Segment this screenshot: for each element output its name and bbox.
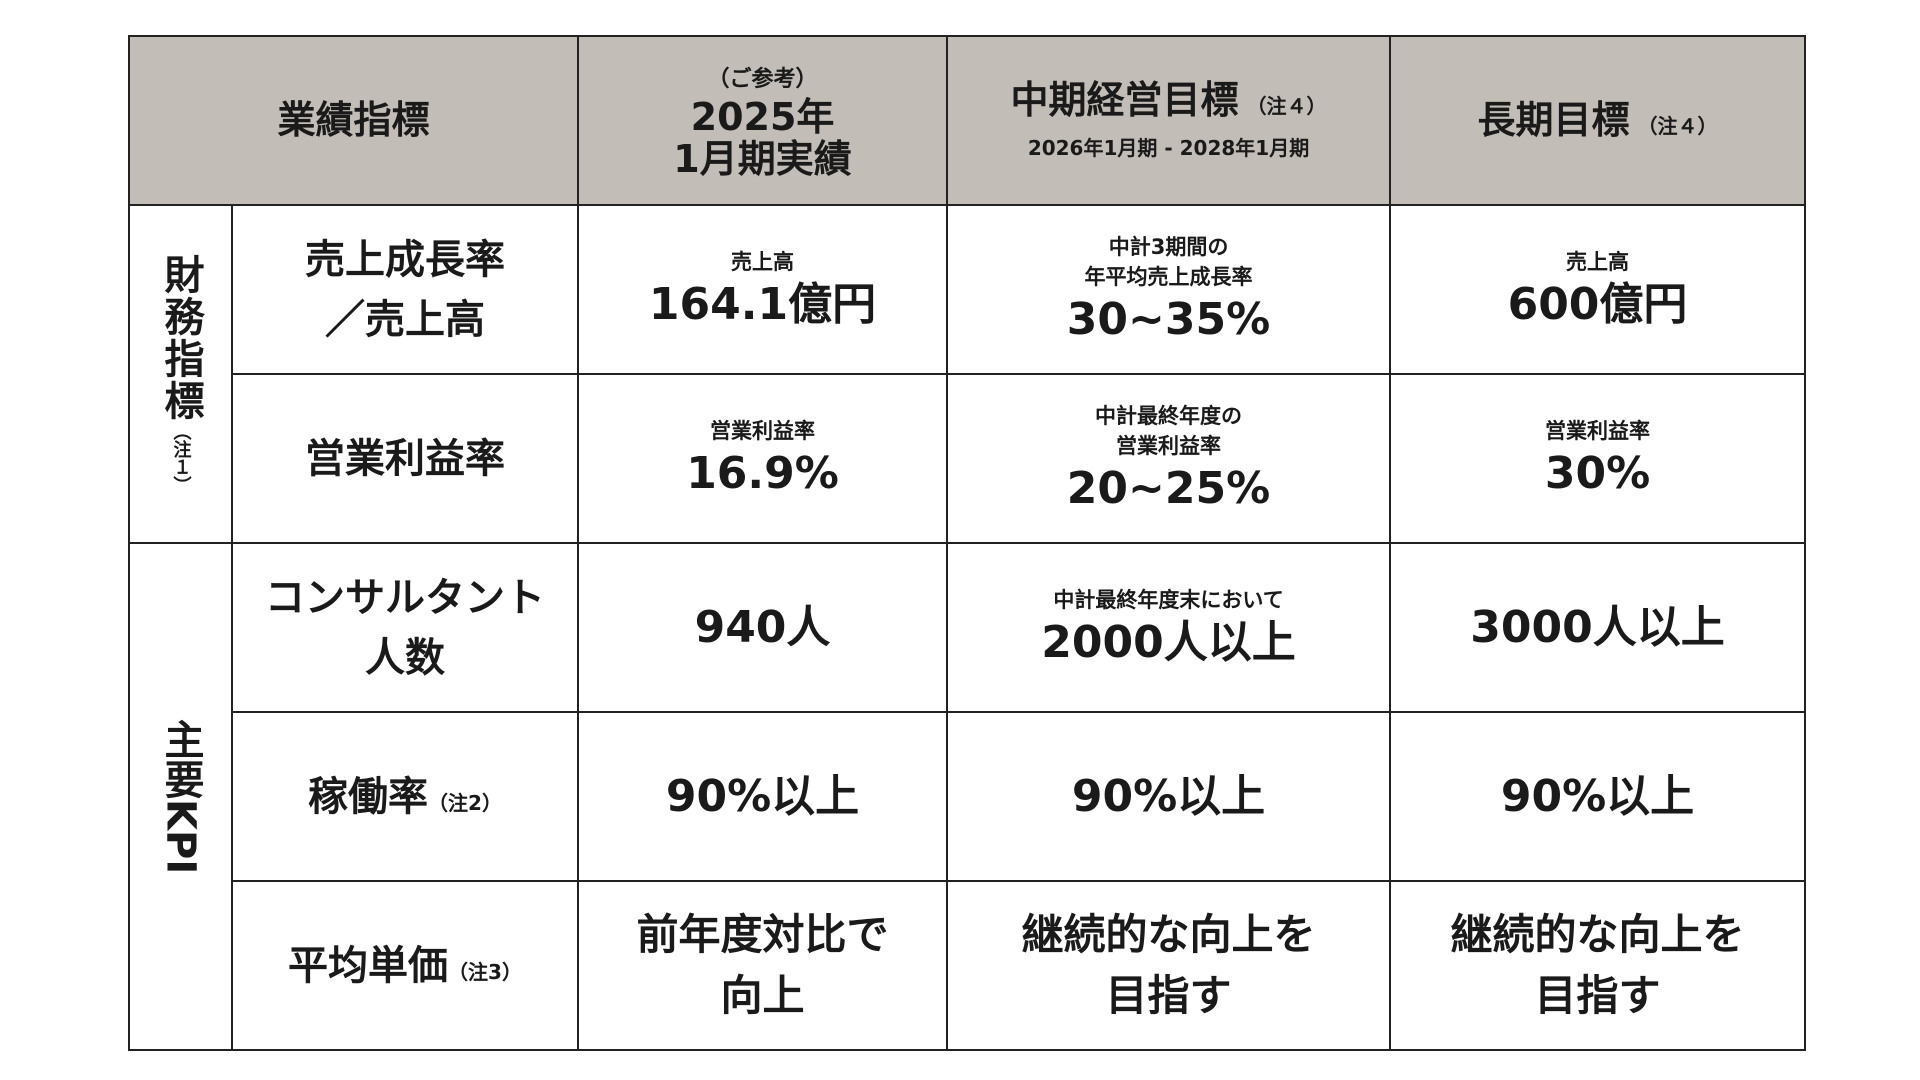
table-row-margin: 営業利益率 営業利益率 16.9% 中計最終年度の 営業利益率 20~25% 営… bbox=[129, 373, 1807, 544]
header-metric-label: 業績指標 bbox=[277, 97, 430, 142]
cell-consultants-mid: 中計最終年度末において 2000人以上 bbox=[946, 542, 1392, 713]
sales-mid-value: 30~35% bbox=[1066, 294, 1271, 346]
cell-margin-long: 営業利益率 30% bbox=[1389, 373, 1807, 544]
margin-long-value: 30% bbox=[1544, 448, 1651, 500]
group-financial: 財務指標（注１） bbox=[128, 204, 233, 544]
sales-mid-label-1: 中計3期間の bbox=[1108, 234, 1229, 259]
cell-margin-actual: 営業利益率 16.9% bbox=[577, 373, 949, 544]
cell-consultants-actual: 940人 bbox=[577, 542, 949, 713]
sales-long-value: 600億円 bbox=[1507, 279, 1688, 331]
cell-sales-actual: 売上高 164.1億円 bbox=[577, 204, 949, 375]
metric-utilization-note: （注2） bbox=[428, 790, 502, 815]
kpi-table: 業績指標 （ご参考） 2025年 1月期実績 中期経営目標 （注４） 2026年1… bbox=[127, 35, 1807, 1051]
utilization-actual-value: 90%以上 bbox=[665, 770, 860, 822]
metric-margin-label: 営業利益率 bbox=[305, 435, 505, 482]
consultants-mid-label: 中計最終年度末において bbox=[1053, 587, 1284, 612]
metric-unit-price-label: 平均単価 bbox=[288, 942, 449, 989]
cell-utilization-long: 90%以上 bbox=[1389, 711, 1807, 882]
metric-utilization: 稼働率（注2） bbox=[230, 711, 580, 882]
metric-sales: 売上成長率 ／売上高 bbox=[230, 204, 580, 375]
metric-consultants-line1: コンサルタント bbox=[265, 574, 545, 621]
margin-actual-label: 営業利益率 bbox=[710, 418, 816, 443]
sales-long-label: 売上高 bbox=[1566, 249, 1630, 274]
unit-price-long-line2: 目指す bbox=[1534, 970, 1661, 1020]
cell-utilization-actual: 90%以上 bbox=[577, 711, 949, 882]
unit-price-long-line1: 継続的な向上を bbox=[1450, 909, 1745, 959]
table-row-sales: 財務指標（注１） 売上成長率 ／売上高 売上高 164.1億円 中計3期間の 年… bbox=[128, 204, 1807, 544]
margin-long-label: 営業利益率 bbox=[1545, 418, 1651, 443]
metric-utilization-label: 稼働率 bbox=[308, 773, 429, 820]
cell-unit-price-actual: 前年度対比で 向上 bbox=[577, 880, 949, 1051]
cell-unit-price-long: 継続的な向上を 目指す bbox=[1389, 880, 1807, 1051]
metric-unit-price-note: （注3） bbox=[448, 959, 522, 984]
cell-utilization-mid: 90%以上 bbox=[946, 711, 1392, 882]
sales-mid-label-2: 年平均売上成長率 bbox=[1084, 265, 1253, 289]
cell-sales-long: 売上高 600億円 bbox=[1389, 204, 1807, 375]
header-actual: （ご参考） 2025年 1月期実績 bbox=[577, 35, 949, 206]
group-kpi-label: 主要KPI bbox=[157, 718, 204, 875]
group-financial-note: （注１） bbox=[170, 422, 192, 494]
consultants-actual-value: 940人 bbox=[694, 601, 831, 653]
header-long-title: 長期目標 bbox=[1477, 97, 1630, 142]
group-kpi: 主要KPI bbox=[128, 542, 233, 1051]
unit-price-mid-line2: 目指す bbox=[1105, 970, 1232, 1020]
header-actual-pre: （ご参考） bbox=[707, 66, 818, 92]
header-metric: 業績指標 bbox=[127, 35, 580, 206]
header-mid: 中期経営目標 （注４） 2026年1月期 - 2028年1月期 bbox=[946, 35, 1392, 206]
header-actual-line1: 2025年 bbox=[690, 94, 835, 139]
group-financial-label: 財務指標 bbox=[157, 254, 204, 422]
table-row-unit-price: 平均単価（注3） 前年度対比で 向上 継続的な向上を 目指す 継続的な向上を 目… bbox=[129, 880, 1807, 1051]
unit-price-actual-line2: 向上 bbox=[720, 970, 805, 1020]
sales-actual-value: 164.1億円 bbox=[648, 279, 877, 331]
cell-unit-price-mid: 継続的な向上を 目指す bbox=[946, 880, 1392, 1051]
unit-price-actual-line1: 前年度対比で bbox=[636, 909, 889, 959]
header-mid-period: 2026年1月期 - 2028年1月期 bbox=[1027, 135, 1310, 160]
metric-consultants-line2: 人数 bbox=[365, 634, 445, 681]
header-long-note: （注４） bbox=[1637, 113, 1718, 138]
table-row-utilization: 稼働率（注2） 90%以上 90%以上 90%以上 bbox=[129, 711, 1807, 882]
consultants-mid-value: 2000人以上 bbox=[1041, 617, 1296, 669]
margin-actual-value: 16.9% bbox=[686, 448, 839, 500]
margin-mid-value: 20~25% bbox=[1066, 463, 1271, 515]
consultants-long-value: 3000人以上 bbox=[1470, 601, 1725, 653]
header-actual-line2: 1月期実績 bbox=[673, 136, 852, 181]
sales-actual-label: 売上高 bbox=[731, 249, 795, 274]
unit-price-mid-line1: 継続的な向上を bbox=[1021, 909, 1316, 959]
metric-margin: 営業利益率 bbox=[230, 373, 580, 544]
table-row-consultants: 主要KPI コンサルタント 人数 940人 中計最終年度末において 2000人以… bbox=[128, 542, 1807, 1051]
cell-consultants-long: 3000人以上 bbox=[1389, 542, 1807, 713]
metric-consultants: コンサルタント 人数 bbox=[230, 542, 580, 713]
metric-sales-line2: ／売上高 bbox=[325, 296, 485, 343]
table-header-row: 業績指標 （ご参考） 2025年 1月期実績 中期経営目標 （注４） 2026年1… bbox=[127, 35, 1807, 206]
utilization-long-value: 90%以上 bbox=[1500, 770, 1695, 822]
header-mid-note: （注４） bbox=[1246, 94, 1327, 119]
cell-margin-mid: 中計最終年度の 営業利益率 20~25% bbox=[946, 373, 1392, 544]
header-mid-title: 中期経営目標 bbox=[1010, 78, 1239, 123]
metric-unit-price: 平均単価（注3） bbox=[230, 880, 580, 1051]
metric-sales-line1: 売上成長率 bbox=[305, 236, 505, 283]
margin-mid-label-2: 営業利益率 bbox=[1116, 434, 1222, 458]
utilization-mid-value: 90%以上 bbox=[1071, 770, 1266, 822]
header-long: 長期目標 （注４） bbox=[1389, 35, 1807, 206]
cell-sales-mid: 中計3期間の 年平均売上成長率 30~35% bbox=[946, 204, 1392, 375]
margin-mid-label-1: 中計最終年度の bbox=[1095, 403, 1243, 428]
